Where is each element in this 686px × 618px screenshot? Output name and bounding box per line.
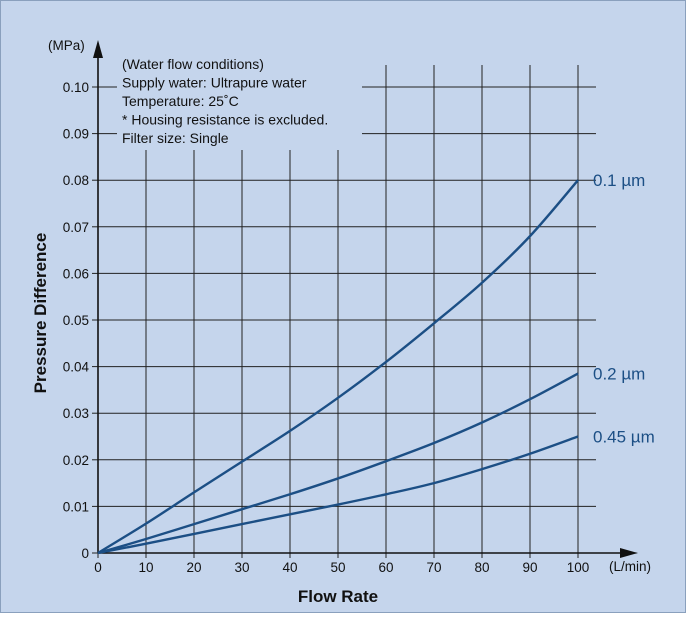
y-tick-label: 0.04 bbox=[63, 360, 90, 375]
y-tick-label: 0 bbox=[81, 546, 89, 561]
tick-labels: 0 10 20 30 40 50 60 70 80 90 100 0 0.01 0.02 0.03 0.04 0… bbox=[63, 80, 590, 575]
note-line: * Housing resistance is excluded. bbox=[122, 112, 328, 128]
note-line: (Water flow conditions) bbox=[122, 56, 264, 72]
y-tick-label: 0.01 bbox=[63, 499, 89, 514]
y-tick-label: 0.02 bbox=[63, 453, 89, 468]
note-line: Filter size: Single bbox=[122, 130, 229, 146]
axes bbox=[93, 40, 638, 558]
y-axis-title: Pressure Difference bbox=[31, 233, 50, 394]
series: 0.1 µm 0.2 µm 0.45 µm bbox=[97, 171, 655, 555]
x-tick-label: 60 bbox=[378, 560, 393, 575]
series-line bbox=[97, 435, 579, 555]
y-axis-unit: (MPa) bbox=[48, 38, 85, 53]
x-tick-label: 20 bbox=[186, 560, 201, 575]
x-tick-label: 0 bbox=[94, 560, 102, 575]
x-tick-label: 40 bbox=[282, 560, 297, 575]
conditions-note: (Water flow conditions) Supply water: Ult… bbox=[117, 55, 362, 150]
note-line: Supply water: Ultrapure water bbox=[122, 75, 307, 91]
note-line: Temperature: 25˚C bbox=[122, 93, 239, 109]
x-tick-label: 70 bbox=[426, 560, 441, 575]
y-axis-arrowhead bbox=[93, 40, 103, 58]
x-axis-title: Flow Rate bbox=[298, 587, 378, 606]
x-tick-label: 100 bbox=[567, 560, 590, 575]
series-line bbox=[97, 179, 579, 555]
y-tick-label: 0.05 bbox=[63, 313, 89, 328]
x-tick-label: 90 bbox=[522, 560, 537, 575]
x-tick-label: 50 bbox=[330, 560, 345, 575]
series-label: 0.45 µm bbox=[593, 428, 655, 447]
x-tick-label: 80 bbox=[474, 560, 489, 575]
series-label: 0.2 µm bbox=[593, 365, 645, 384]
series-label: 0.1 µm bbox=[593, 171, 645, 190]
x-tick-label: 30 bbox=[234, 560, 249, 575]
note-background bbox=[117, 55, 362, 150]
series-line bbox=[97, 372, 579, 555]
y-tick-label: 0.08 bbox=[63, 173, 89, 188]
x-tick-label: 10 bbox=[138, 560, 153, 575]
y-tick-label: 0.10 bbox=[63, 80, 89, 95]
y-tick-label: 0.03 bbox=[63, 406, 89, 421]
y-tick-label: 0.06 bbox=[63, 266, 89, 281]
x-axis-unit: (L/min) bbox=[609, 559, 651, 574]
x-axis-arrowhead bbox=[620, 548, 638, 558]
y-tick-label: 0.09 bbox=[63, 127, 89, 142]
y-tick-label: 0.07 bbox=[63, 220, 89, 235]
